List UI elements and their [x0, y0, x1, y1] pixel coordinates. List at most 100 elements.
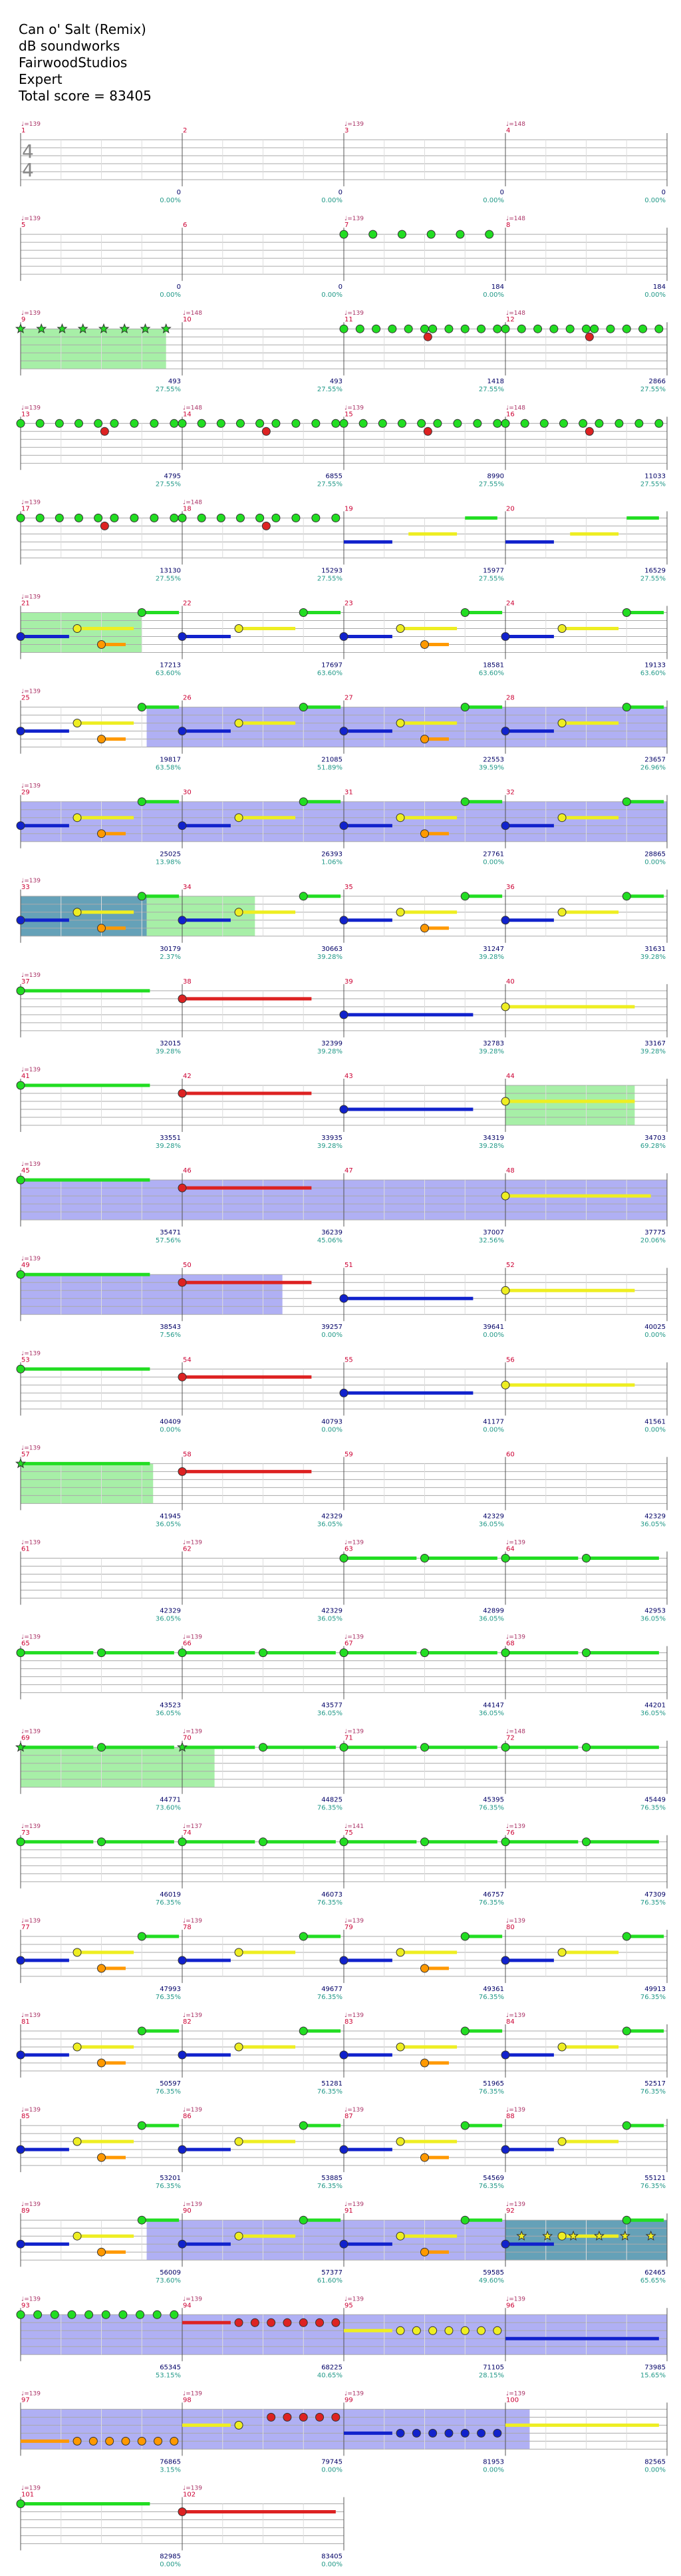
measure-number: 52	[506, 1262, 515, 1269]
measure-score: 17213	[160, 662, 181, 669]
measure-score: 32783	[483, 1040, 504, 1047]
note	[137, 2026, 146, 2036]
measure-number: 85	[21, 2113, 30, 2120]
note	[396, 624, 405, 633]
measure-number: 66	[183, 1640, 192, 1648]
note	[501, 2239, 510, 2249]
measure-percent: 36.05%	[640, 1710, 666, 1718]
measure-number: 74	[183, 1829, 192, 1837]
note	[622, 324, 631, 333]
measure-number: 69	[21, 1735, 30, 1742]
measure-percent: 36.05%	[317, 1616, 342, 1623]
measure-percent: 39.28%	[640, 1048, 666, 1055]
note	[501, 1956, 510, 1965]
note	[234, 1948, 243, 1957]
note	[473, 419, 482, 428]
measure-number: 58	[183, 1451, 192, 1458]
note	[72, 624, 82, 633]
note	[533, 324, 543, 333]
note	[234, 2137, 243, 2146]
note	[420, 829, 429, 838]
measure-percent: 39.28%	[156, 1143, 181, 1150]
measure-score: 16529	[644, 567, 666, 574]
note	[259, 1648, 267, 1658]
note	[582, 1554, 591, 1563]
measure-score: 30663	[321, 946, 342, 953]
staff-row: ♩=139614232936.05%♩=139624232936.05%♩=13…	[20, 1540, 668, 1623]
measure-score: 15293	[321, 567, 342, 574]
note	[299, 703, 308, 712]
note	[72, 2436, 82, 2446]
staff-row: ♩=139574194536.05%584232936.05%594232936…	[20, 1445, 668, 1528]
measure-score: 1418	[487, 378, 504, 385]
star-note	[593, 2230, 605, 2241]
measure-score: 41945	[160, 1513, 181, 1520]
tempo-marker: ♩=139	[506, 2201, 525, 2208]
note	[299, 1932, 308, 1941]
measure-score: 32399	[321, 1040, 342, 1047]
note	[118, 2310, 128, 2319]
measure-number: 75	[344, 1829, 353, 1837]
note	[557, 2231, 567, 2241]
note	[130, 513, 139, 522]
measure-percent: 20.06%	[640, 1237, 666, 1244]
measure-percent: 0.00%	[483, 1332, 504, 1339]
measure-percent: 7.56%	[160, 1332, 181, 1339]
measure-score: 15977	[483, 567, 504, 574]
measure-score: 71105	[483, 2364, 504, 2371]
measure-percent: 76.35%	[479, 2088, 504, 2096]
measure-percent: 0.00%	[321, 1426, 342, 1433]
staff-row: ♩=139500.00%600.00%♩=13971840.00%♩=14881…	[20, 216, 668, 299]
note	[16, 1364, 25, 1374]
tempo-marker: ♩=139	[183, 2485, 202, 2492]
note	[585, 332, 594, 341]
note	[501, 1097, 510, 1106]
measure-percent: 0.00%	[644, 1426, 666, 1433]
measure-number: 9	[21, 316, 25, 323]
note	[55, 419, 64, 428]
note	[331, 419, 340, 428]
measure-percent: 36.05%	[156, 1710, 181, 1718]
note	[150, 419, 159, 428]
measure-percent: 76.35%	[156, 1994, 181, 2001]
note	[444, 2326, 454, 2335]
note	[501, 916, 510, 925]
note	[460, 797, 470, 807]
note	[339, 2239, 348, 2249]
note	[590, 324, 599, 333]
note	[368, 230, 378, 239]
measure-number: 21	[21, 600, 30, 608]
measure-percent: 0.00%	[160, 1426, 181, 1433]
measure-percent: 15.65%	[640, 2372, 666, 2379]
measure-score: 13130	[160, 567, 181, 574]
measure-score: 40409	[160, 1418, 181, 1425]
measure-score: 34319	[483, 1135, 504, 1142]
measure-score: 25025	[160, 851, 181, 858]
note	[634, 419, 644, 428]
measure-number: 22	[183, 600, 192, 608]
measure-number: 91	[344, 2207, 353, 2215]
measure-number: 2	[183, 127, 187, 134]
measure-percent: 27.55%	[640, 575, 666, 582]
note	[460, 324, 470, 333]
measure-number: 100	[506, 2396, 519, 2404]
measure-score: 43577	[321, 1702, 342, 1710]
tempo-marker: ♩=139	[21, 689, 41, 695]
note	[97, 829, 106, 838]
star-power-section	[146, 707, 668, 747]
note	[137, 2121, 146, 2130]
song-title: Can o' Salt (Remix)	[19, 21, 146, 37]
note	[299, 2412, 308, 2422]
measure-number: 97	[21, 2396, 30, 2404]
note	[428, 2428, 438, 2438]
measure-number: 101	[21, 2491, 34, 2499]
chart-header: Can o' Salt (Remix) dB soundworks Fairwo…	[19, 21, 152, 104]
tempo-marker: ♩=139	[344, 216, 364, 222]
note	[477, 324, 486, 333]
measure-score: 41177	[483, 1418, 504, 1425]
measure-number: 19	[344, 505, 353, 512]
note	[557, 813, 567, 823]
note	[152, 2310, 162, 2319]
note	[493, 2428, 502, 2438]
measure-number: 1	[21, 127, 25, 134]
